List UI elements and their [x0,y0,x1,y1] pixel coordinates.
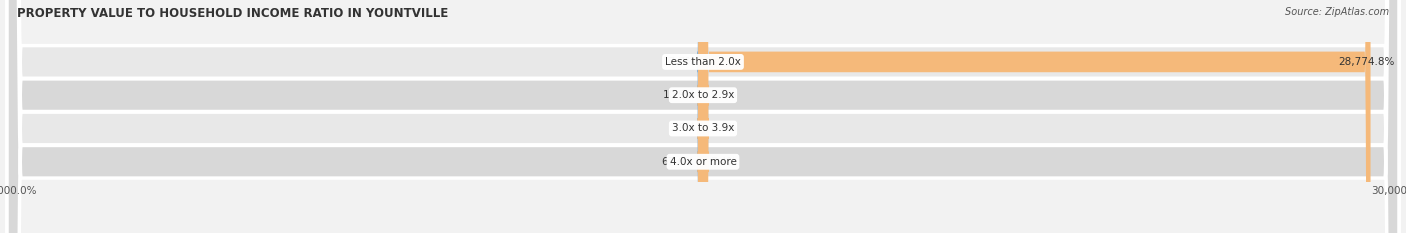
Text: 10.9%: 10.9% [662,90,696,100]
Text: 3.0x to 3.9x: 3.0x to 3.9x [672,123,734,134]
Text: PROPERTY VALUE TO HOUSEHOLD INCOME RATIO IN YOUNTVILLE: PROPERTY VALUE TO HOUSEHOLD INCOME RATIO… [17,7,449,20]
Text: 4.0x or more: 4.0x or more [669,157,737,167]
FancyBboxPatch shape [703,0,1371,233]
FancyBboxPatch shape [697,0,709,233]
Text: Source: ZipAtlas.com: Source: ZipAtlas.com [1285,7,1389,17]
Text: Less than 2.0x: Less than 2.0x [665,57,741,67]
Text: 28,774.8%: 28,774.8% [1339,57,1395,67]
Text: 7.4%: 7.4% [710,157,737,167]
FancyBboxPatch shape [697,0,707,233]
FancyBboxPatch shape [697,0,709,233]
FancyBboxPatch shape [697,0,709,233]
Legend: Without Mortgage, With Mortgage: Without Mortgage, With Mortgage [585,230,821,233]
FancyBboxPatch shape [697,0,709,233]
FancyBboxPatch shape [7,0,1399,233]
FancyBboxPatch shape [7,0,1399,233]
Text: 67.6%: 67.6% [661,157,695,167]
Text: 17.7%: 17.7% [662,57,696,67]
Text: 2.0x to 2.9x: 2.0x to 2.9x [672,90,734,100]
FancyBboxPatch shape [697,0,709,233]
Text: 7.4%: 7.4% [710,123,737,134]
FancyBboxPatch shape [7,0,1399,233]
FancyBboxPatch shape [7,0,1399,233]
FancyBboxPatch shape [697,0,709,233]
Text: 3.9%: 3.9% [669,123,696,134]
Text: 9.7%: 9.7% [710,90,737,100]
